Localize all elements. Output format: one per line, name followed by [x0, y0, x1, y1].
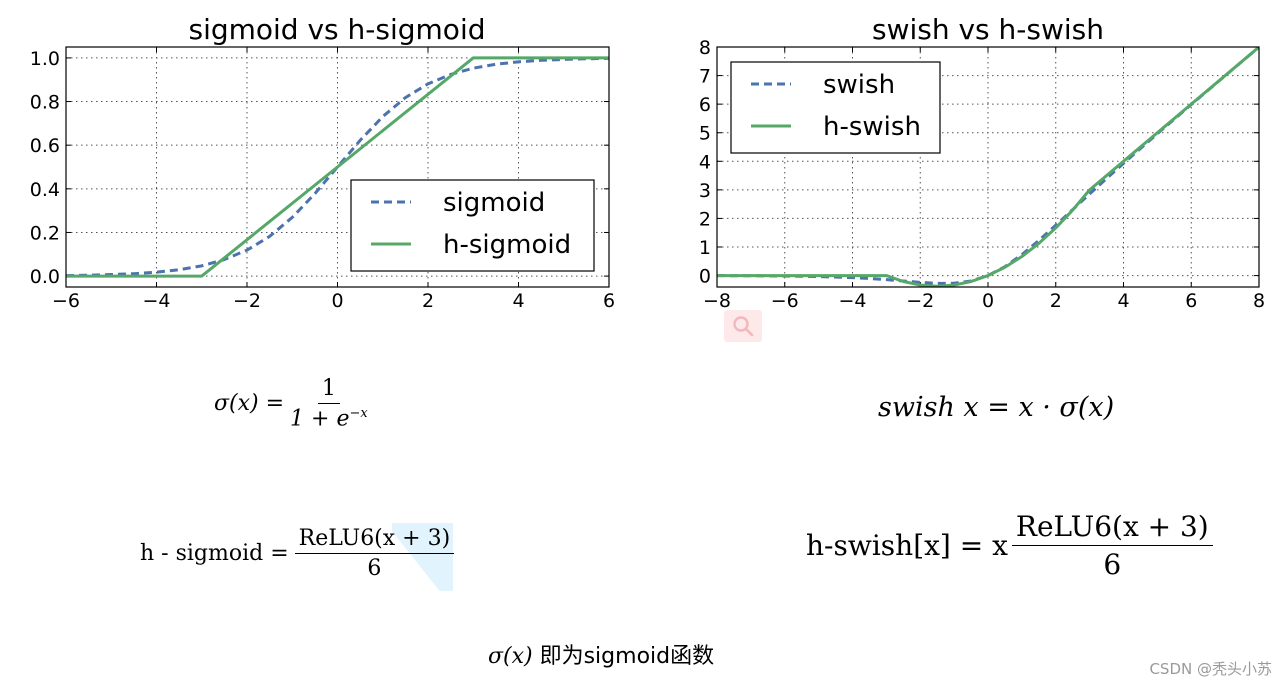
chart2-xtick-label: −8 [703, 290, 731, 312]
chart2-legend-label: h-swish [823, 112, 921, 142]
chart1-xtick-label: −6 [52, 290, 80, 312]
formula-sigmoid-exponent: −x [349, 406, 368, 421]
chart1-ytick-label: 0.2 [30, 222, 60, 244]
chart-swish-vs-hswish: swish vs h-swish −8 −6 −4 −2 0 2 4 6 8012345678s… [699, 13, 1265, 312]
chart2-legend-box [730, 61, 941, 154]
chart2-ytick-label: 1 [699, 237, 711, 259]
chart1-plot-frame [65, 46, 610, 288]
formula-hsigmoid-lhs: h - sigmoid = [140, 541, 289, 566]
search-badge[interactable] [724, 310, 762, 342]
chart1-xtick-label: 2 [422, 290, 434, 312]
chart2-legend: swish h-swish [730, 61, 941, 154]
chart1-xtick-label: 0 [331, 290, 343, 312]
chart1-xtick-label: 6 [603, 290, 615, 312]
chart2-ytick-label: 7 [699, 66, 711, 88]
caption: σ(x) 即为sigmoid函数 [488, 638, 714, 670]
formula-sigmoid-lhs: σ(x) = [214, 391, 285, 417]
formula-hswish-denominator: 6 [1103, 548, 1122, 581]
chart1-legend: sigmoid h-sigmoid [350, 179, 595, 272]
chart1-ytick-label: 1.0 [30, 48, 60, 70]
formula-hswish-numerator: ReLU6(x + 3) [1011, 510, 1213, 546]
chart2-ytick-label: 3 [699, 180, 711, 202]
chart2-ytick-label: 2 [699, 208, 711, 230]
chart2-xtick-label: 2 [1050, 290, 1062, 312]
chart1-ytick-label: 0.0 [30, 266, 60, 288]
watermark: CSDN @秃头小苏 [1149, 660, 1272, 678]
chart-sigmoid-vs-hsigmoid: sigmoid vs h-sigmoid −6 −4 −2 0 2 4 6 0.0 0.2 0.4… [30, 13, 615, 312]
caption-text: 即为sigmoid函数 [539, 644, 715, 669]
chart2-legend-label: swish [823, 70, 895, 100]
chart2-ytick-label: 6 [699, 94, 711, 116]
chart2-plot-frame [716, 46, 1260, 288]
chart2-xtick-label: 8 [1253, 290, 1265, 312]
chart1-series-sigmoid [66, 56, 609, 278]
chart2-xtick-label: −4 [838, 290, 866, 312]
chart2-xtick-label: 6 [1185, 290, 1197, 312]
formula-hsigmoid-numerator: ReLU6(x + 3) [294, 526, 455, 554]
chart1-ytick-label: 0.8 [30, 92, 60, 114]
chart1-title: sigmoid vs h-sigmoid [188, 13, 485, 46]
chart2-xtick-label: −2 [906, 290, 934, 312]
chart2-ytick-label: 4 [699, 151, 711, 173]
caption-sigma: σ(x) [488, 644, 533, 669]
chart1-legend-box [350, 179, 595, 272]
chart1-xtick-label: 4 [512, 290, 524, 312]
chart2-ytick-label: 8 [699, 37, 711, 59]
chart2-series-h-swish [717, 47, 1259, 287]
chart1-legend-label: h-sigmoid [443, 230, 571, 260]
chart2-ytick-label: 0 [699, 266, 711, 288]
chart1-ytick-label: 0.4 [30, 179, 60, 201]
chart2-ytick-label: 5 [699, 123, 711, 145]
chart1-series-h-sigmoid [66, 56, 609, 278]
formula-hsigmoid: h - sigmoid = ReLU6(x + 3) 6 [140, 526, 455, 581]
formula-sigmoid-numerator: 1 [317, 376, 340, 404]
formula-hswish-lhs: h-swish[x] = x [806, 529, 1008, 562]
chart1-xtick-label: −2 [233, 290, 261, 312]
chart2-series-swish [717, 47, 1259, 285]
search-icon [733, 316, 754, 337]
chart2-xtick-label: −6 [771, 290, 799, 312]
formula-sigmoid: σ(x) = 1 1 + e−x [214, 376, 368, 431]
formula-hsigmoid-denominator: 6 [367, 556, 382, 581]
formula-sigmoid-denominator: 1 + e [290, 406, 350, 432]
formula-hswish: h-swish[x] = x ReLU6(x + 3) 6 [806, 510, 1213, 581]
chart1-legend-label: sigmoid [443, 188, 545, 218]
chart2-xtick-label: 0 [982, 290, 994, 312]
chart1-ytick-label: 0.6 [30, 135, 60, 157]
chart2-title: swish vs h-swish [872, 13, 1104, 46]
chart1-xtick-label: −4 [142, 290, 170, 312]
formula-swish: swish x = x · σ(x) [878, 392, 1115, 423]
chart2-xtick-label: 4 [1117, 290, 1129, 312]
